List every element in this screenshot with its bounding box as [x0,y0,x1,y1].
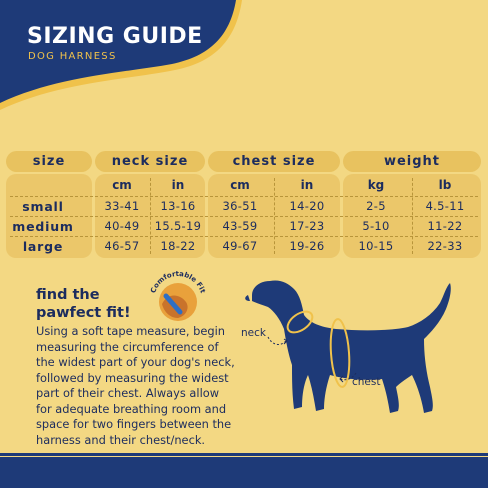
unit-neck-in: in [171,178,185,192]
instruction-line: followed by measuring the widest [36,370,229,385]
table-cell: 14-20 [289,199,325,213]
table-cell: 19-26 [289,239,325,253]
table-cell: 18-22 [160,239,196,253]
table-cell: 40-49 [104,219,140,233]
instruction-line: measuring the circumference of [36,339,219,354]
table-cell: 13-16 [160,199,196,213]
page-subtitle: DOG HARNESS [28,51,117,62]
header-neck-size: neck size [95,151,205,172]
row-label-small: small [22,199,64,214]
comfortable-fit-badge: Comfortable Fit [149,270,207,321]
instruction-line: Using a soft tape measure, begin [36,324,225,338]
table-cell: 49-67 [222,239,258,253]
table-cell: 17-23 [289,219,325,233]
table-cell: 46-57 [104,239,140,253]
table-cell: 11-22 [427,219,463,233]
instruction-line: for adequate breathing room and [36,401,227,416]
unit-chest-in: in [300,178,314,192]
footer-band [0,457,488,488]
instruction-line: space for two fingers between the [36,417,232,431]
footer-stripe [0,453,488,456]
table-cell: 43-59 [222,219,258,233]
row-label-large: large [22,239,64,254]
col-divider [412,178,413,254]
table-cell: 36-51 [222,199,258,213]
row-divider [10,196,478,197]
instruction-line: the widest part of your dog's neck, [36,355,235,369]
header-size: size [6,151,92,172]
header-weight: weight [343,151,481,172]
table-cell: 22-33 [427,239,463,253]
header-chest-size: chest size [208,151,340,172]
dog-silhouette-icon [245,280,451,413]
row-divider [10,216,478,217]
chest-label: chest [352,376,381,388]
table-cell: 4.5-11 [425,199,465,213]
instruction-line: harness and their chest/neck. [36,432,206,447]
instruction-line: part of their chest. Always allow [36,386,220,400]
table-cell: 2-5 [366,199,386,213]
fit-heading: find the pawfect fit! [36,286,131,322]
unit-weight-lb: lb [438,178,452,192]
table-cell: 15.5-19 [154,219,202,233]
row-label-medium: medium [12,219,74,234]
fit-heading-line-2: pawfect fit! [36,305,131,321]
page-title: SIZING GUIDE [27,24,203,49]
table-cell: 5-10 [362,219,390,233]
unit-neck-cm: cm [112,178,132,192]
col-divider [150,178,151,254]
unit-weight-kg: kg [367,178,385,192]
row-divider [10,236,478,237]
fit-heading-line-1: find the [36,287,100,303]
col-divider [274,178,275,254]
unit-chest-cm: cm [230,178,250,192]
neck-label: neck [241,327,266,339]
table-cell: 33-41 [104,199,140,213]
table-cell: 10-15 [358,239,394,253]
fit-instructions: Using a soft tape measure, begin measuri… [36,324,236,448]
